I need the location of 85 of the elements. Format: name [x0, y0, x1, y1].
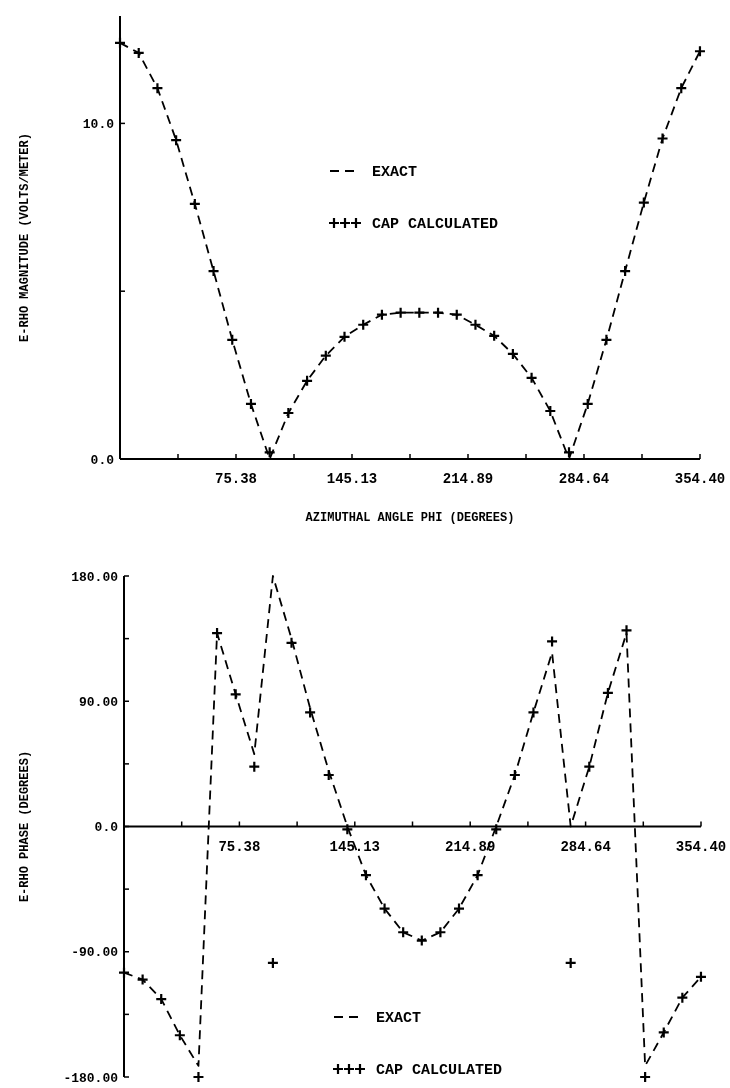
point	[656, 132, 669, 145]
point	[434, 926, 447, 939]
point	[322, 768, 335, 782]
point	[229, 688, 242, 701]
point	[415, 934, 428, 947]
point	[527, 706, 540, 719]
x-tick-label: 354.40	[674, 471, 726, 487]
point	[151, 82, 164, 95]
y-tick-label: 180.00	[71, 569, 119, 585]
point	[188, 197, 201, 211]
point	[525, 371, 538, 384]
x-tick-label: 145.13	[329, 838, 381, 855]
point	[170, 134, 183, 147]
legend-label: EXACT	[372, 164, 418, 182]
point	[469, 318, 482, 331]
point	[210, 626, 224, 640]
point	[136, 973, 149, 986]
point	[132, 46, 145, 60]
x-tick-label: 75.38	[218, 838, 261, 855]
point	[300, 374, 314, 387]
point	[282, 406, 295, 420]
point	[117, 966, 131, 979]
point	[357, 318, 370, 331]
point	[657, 1026, 670, 1039]
point	[413, 306, 426, 319]
point	[263, 446, 276, 459]
point	[155, 992, 168, 1006]
legend-label: CAP CALCULATED	[376, 1062, 503, 1080]
point	[676, 991, 689, 1004]
x-axis-title: AZIMUTHAL ANGLE PHI (DEGREES)	[305, 511, 515, 525]
x-tick-label: 214.89	[444, 838, 496, 855]
y-tick-label: -90.00	[71, 945, 119, 961]
point	[694, 970, 708, 983]
point	[359, 869, 373, 882]
x-tick-label: 75.38	[215, 471, 258, 487]
point	[508, 768, 521, 782]
point	[394, 306, 407, 319]
point	[304, 706, 317, 719]
point	[583, 760, 596, 773]
point	[397, 926, 410, 939]
y-tick-label: -180.00	[63, 1070, 119, 1086]
point	[620, 624, 633, 637]
point	[450, 308, 463, 321]
point	[319, 349, 332, 362]
point	[488, 329, 501, 342]
x-tick-label: 214.89	[442, 471, 494, 487]
point	[378, 902, 391, 915]
point	[637, 196, 650, 209]
x-tick-label: 354.40	[675, 838, 727, 855]
point	[285, 636, 298, 649]
point	[226, 333, 239, 346]
point	[562, 446, 576, 459]
point	[545, 635, 559, 648]
point	[113, 36, 127, 49]
point	[431, 306, 445, 319]
x-tick-label: 284.64	[560, 838, 611, 855]
point	[544, 404, 557, 418]
point	[244, 397, 258, 411]
y-tick-label: 0.0	[90, 452, 115, 468]
legend-label: CAP CALCULATED	[372, 216, 499, 234]
point	[506, 347, 519, 361]
point	[341, 823, 354, 836]
point	[452, 902, 466, 915]
point	[490, 823, 503, 836]
y-axis-title: E-RHO MAGNITUDE (VOLTS/METER)	[18, 133, 32, 342]
point	[248, 760, 261, 773]
point	[207, 264, 220, 278]
legend-label: EXACT	[376, 1010, 422, 1028]
x-tick-label: 145.13	[326, 471, 378, 487]
point	[581, 397, 594, 411]
point	[471, 869, 484, 882]
y-axis-title: E-RHO PHASE (DEGREES)	[18, 750, 32, 903]
point	[693, 45, 707, 58]
point	[192, 1070, 205, 1084]
point	[600, 333, 613, 346]
point	[675, 82, 688, 95]
x-tick-label: 284.64	[558, 471, 610, 487]
point	[173, 1029, 186, 1042]
y-tick-label: 0.0	[94, 820, 119, 836]
point	[338, 330, 351, 343]
point	[639, 1070, 652, 1084]
point	[619, 264, 632, 278]
y-tick-label: 90.00	[78, 694, 119, 710]
y-tick-label: 10.0	[82, 116, 115, 132]
point	[375, 308, 389, 321]
